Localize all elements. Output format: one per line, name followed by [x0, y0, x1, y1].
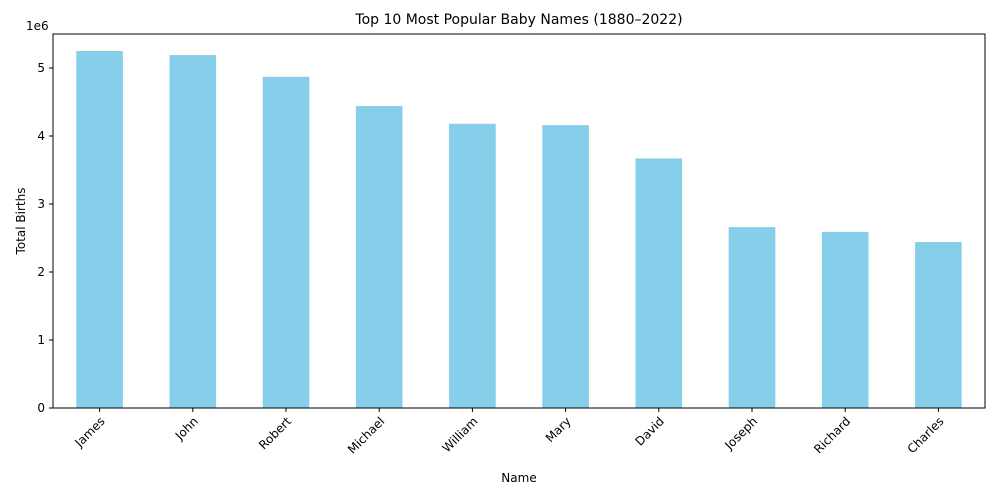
chart-title: Top 10 Most Popular Baby Names (1880–202…: [354, 12, 682, 28]
bar-john: [169, 55, 217, 409]
bar-joseph: [728, 227, 776, 408]
bar-david: [635, 158, 683, 408]
bar-michael: [355, 106, 403, 408]
bar-mary: [542, 125, 589, 409]
y-tick-label: 3: [37, 197, 45, 211]
x-tick-label-richard: Richard: [811, 414, 853, 456]
bar-james: [76, 51, 123, 408]
bars: [76, 51, 962, 409]
plot-frame: [52, 33, 986, 409]
x-tick-label-mary: Mary: [543, 414, 574, 445]
bar-charles: [915, 242, 962, 408]
x-tick-label-robert: Robert: [256, 414, 294, 452]
y-tick-label: 5: [37, 61, 45, 75]
x-tick-label-john: John: [172, 414, 201, 443]
x-tick-label-joseph: Joseph: [721, 414, 760, 453]
bar-richard: [821, 231, 869, 408]
x-tick-label-charles: Charles: [905, 414, 947, 456]
x-tick-label-james: James: [72, 414, 108, 450]
bar-robert: [262, 76, 310, 408]
y-axis-ticks: 0 1 2 3 4 5: [37, 61, 53, 415]
y-tick-label: 4: [37, 129, 45, 143]
y-axis-label: Total Births: [14, 188, 28, 256]
y-axis-offset-label: 1e6: [26, 19, 49, 33]
x-axis-label: Name: [501, 471, 536, 485]
y-tick-label: 1: [37, 333, 45, 347]
x-tick-label-david: David: [633, 414, 667, 448]
y-tick-label: 2: [37, 265, 45, 279]
y-tick-label: 0: [37, 401, 45, 415]
x-tick-label-michael: Michael: [345, 414, 387, 456]
bar-william: [449, 123, 496, 408]
x-axis-ticks: James John Robert Michael William Mary David Jo…: [72, 408, 947, 457]
x-tick-label-william: William: [440, 414, 481, 455]
